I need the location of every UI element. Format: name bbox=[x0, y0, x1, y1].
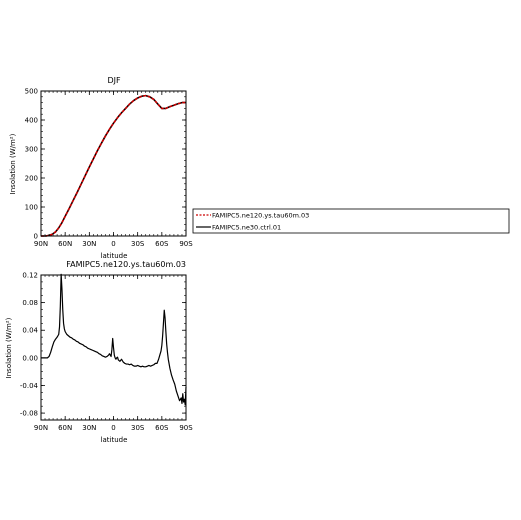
legend-box bbox=[192, 208, 510, 234]
series-line-2 bbox=[41, 94, 186, 237]
y-tick-label: 200 bbox=[25, 175, 38, 183]
y-tick-label: 0.00 bbox=[22, 354, 38, 362]
x-tick-label: 90N bbox=[34, 424, 48, 432]
y-tick-label: -0.08 bbox=[20, 410, 38, 418]
top-panel-y-axis-title: Insolation (W/m²) bbox=[9, 133, 17, 194]
top-panel-title: DJF bbox=[107, 76, 121, 85]
top-panel-ticks bbox=[40, 90, 187, 237]
top-panel-x-axis-title: latitude bbox=[101, 252, 128, 260]
y-tick-label: 300 bbox=[25, 146, 38, 154]
x-tick-label: 30S bbox=[131, 240, 145, 248]
legend-label-series-2: FAMIPC5.ne30.ctrl.01 bbox=[212, 224, 281, 232]
x-tick-label: 0 bbox=[111, 424, 115, 432]
y-tick-label: 0.12 bbox=[22, 272, 38, 280]
bottom-panel-x-tick-labels: 90N 60N 30N 0 30S 60S 90S bbox=[34, 424, 193, 432]
legend: FAMIPC5.ne120.ys.tau60m.03 FAMIPC5.ne30.… bbox=[192, 208, 510, 234]
x-tick-label: 60N bbox=[58, 240, 72, 248]
bottom-panel-series bbox=[41, 273, 187, 406]
y-tick-label: 400 bbox=[25, 117, 38, 125]
bottom-panel-y-tick-labels: -0.08 -0.04 0.00 0.04 0.08 0.12 bbox=[20, 272, 39, 418]
bottom-panel-frame bbox=[40, 274, 187, 421]
x-tick-label: 60S bbox=[155, 424, 169, 432]
top-panel-frame bbox=[40, 90, 187, 237]
y-tick-label: 100 bbox=[25, 204, 38, 212]
x-tick-label: 90N bbox=[34, 240, 48, 248]
x-tick-label: 0 bbox=[111, 240, 115, 248]
x-tick-label: 90S bbox=[179, 424, 193, 432]
x-tick-label: 60N bbox=[58, 424, 72, 432]
x-tick-label: 30N bbox=[82, 240, 96, 248]
bottom-panel-y-axis-title: Insolation (W/m²) bbox=[5, 317, 13, 378]
series-line-1 bbox=[41, 273, 187, 406]
x-tick-label: 30S bbox=[131, 424, 145, 432]
series-line-1 bbox=[41, 94, 186, 237]
y-tick-label: -0.04 bbox=[20, 382, 39, 390]
x-tick-label: 90S bbox=[179, 240, 193, 248]
top-panel-y-tick-labels: 0 100 200 300 400 500 bbox=[25, 88, 38, 241]
x-tick-label: 60S bbox=[155, 240, 169, 248]
bottom-panel-x-axis-title: latitude bbox=[101, 436, 128, 444]
y-tick-label: 500 bbox=[25, 88, 38, 96]
y-tick-label: 0.04 bbox=[22, 327, 38, 335]
y-tick-label: 0.08 bbox=[22, 299, 38, 307]
y-tick-label: 0 bbox=[34, 233, 38, 241]
bottom-panel-title: FAMIPC5.ne120.ys.tau60m.03 bbox=[66, 260, 186, 269]
top-panel-series bbox=[41, 94, 186, 237]
bottom-panel: FAMIPC5.ne120.ys.tau60m.03 90N 60N 30N 0 30S… bbox=[5, 260, 193, 444]
x-tick-label: 30N bbox=[82, 424, 96, 432]
top-panel: DJF 90N 60N 30N 0 30S 60S 90S 0 100 200 300 400 500… bbox=[9, 76, 193, 260]
legend-label-series-1: FAMIPC5.ne120.ys.tau60m.03 bbox=[212, 212, 309, 220]
top-panel-x-tick-labels: 90N 60N 30N 0 30S 60S 90S bbox=[34, 240, 193, 248]
